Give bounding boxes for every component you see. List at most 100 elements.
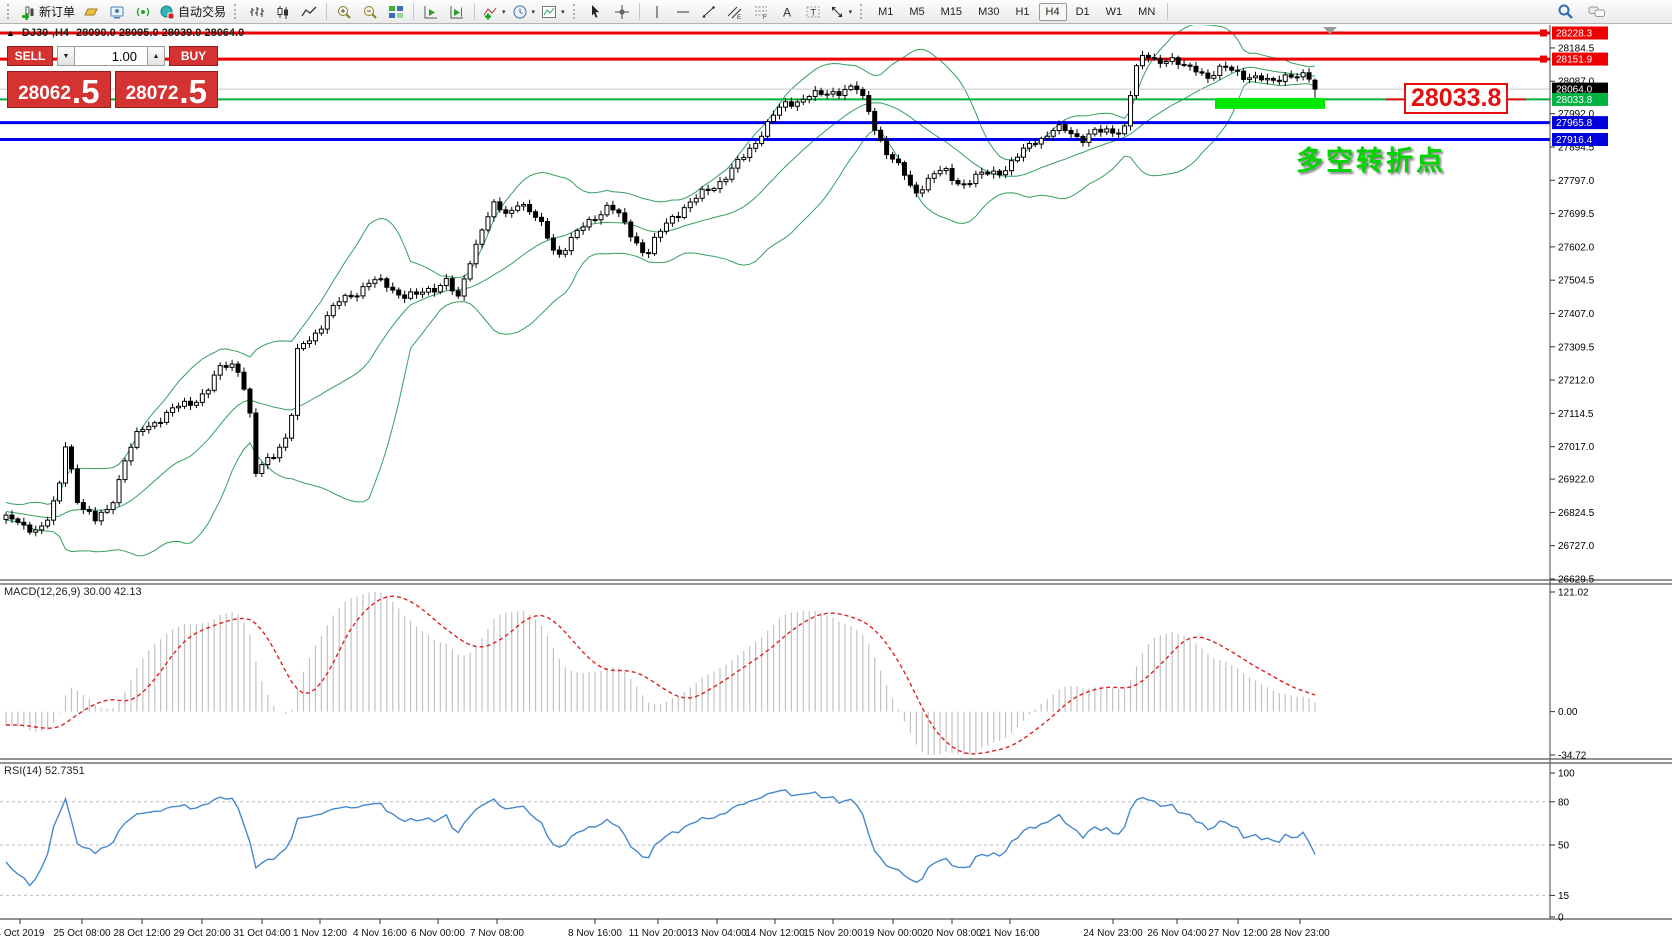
toolbar-separator [1167, 3, 1169, 20]
crosshair-icon [614, 4, 630, 20]
sell-button[interactable]: SELL [7, 46, 53, 66]
price-tick-label: 28087.0 [1558, 77, 1595, 88]
macd-histogram [5, 592, 1316, 755]
rsi-axis-label: 80 [1558, 797, 1570, 808]
auto-scroll-button[interactable] [418, 2, 444, 22]
svg-text:A: A [783, 5, 791, 19]
chart-canvas[interactable]: 28184.5 28087.0 27992.0 27894.5 27797.0 27699… [0, 24, 1672, 946]
time-tick-label: 13 Nov 04:00 [687, 928, 747, 939]
turning-point-note: 多空转折点 [1296, 146, 1446, 176]
sell-price[interactable]: 28062.5 [7, 71, 111, 108]
monitor-icon [109, 4, 125, 20]
volume-stepper: ▼ 1.00 ▲ [57, 46, 165, 66]
chart-shift-button[interactable] [444, 2, 470, 22]
timeframe-m5[interactable]: M5 [909, 5, 925, 18]
autotrading-button[interactable]: 自动交易 [156, 2, 229, 22]
timeframe-m15[interactable]: M15 [940, 5, 963, 18]
indicators-dropdown[interactable]: ▾ [479, 2, 509, 22]
new-order-button[interactable]: 新订单 [17, 2, 78, 22]
timeframe-w1[interactable]: W1 [1105, 5, 1123, 18]
timeframe-mn[interactable]: MN [1138, 5, 1156, 18]
candlestick-mode-button[interactable] [270, 2, 296, 22]
community-button[interactable] [104, 2, 130, 22]
search-button[interactable] [1552, 2, 1578, 22]
cursor-tool-button[interactable] [583, 2, 609, 22]
volume-decrease-button[interactable]: ▼ [57, 46, 75, 66]
timeframe-m1[interactable]: M1 [878, 5, 894, 18]
time-tick-label: 25 Oct 08:00 [53, 928, 111, 939]
crosshair-tool-button[interactable] [609, 2, 635, 22]
support-highlight-zone [1215, 97, 1325, 109]
autotrading-icon [159, 4, 175, 20]
time-tick-label: 31 Oct 04:00 [233, 928, 291, 939]
price-tick-label: 27699.5 [1558, 209, 1595, 220]
price-line-label: 27916.4 [1556, 135, 1593, 146]
bar-chart-mode-button[interactable] [244, 2, 270, 22]
rsi-line [5, 789, 1316, 887]
one-click-collapse-icon[interactable]: ▲ [6, 28, 15, 38]
buy-price-pip: .5 [179, 72, 207, 110]
line-selection-handle [1540, 55, 1547, 63]
signals-button[interactable] [130, 2, 156, 22]
buy-button[interactable]: BUY [169, 46, 218, 66]
horizontal-line-tool[interactable] [670, 2, 696, 22]
periods-dropdown[interactable]: ▾ [509, 2, 539, 22]
buy-price[interactable]: 28072.5 [114, 71, 218, 110]
search-icon [1557, 3, 1574, 20]
toolbar-separator [413, 3, 415, 20]
price-tick-label: 27992.0 [1558, 109, 1595, 120]
zoom-in-button[interactable] [331, 2, 357, 22]
tile-windows-icon [388, 4, 404, 20]
horizontal-line-icon [675, 4, 691, 20]
macd-axis-label: -34.72 [1558, 751, 1587, 762]
bar-chart-icon [249, 4, 265, 20]
timeframe-h1[interactable]: H1 [1015, 5, 1030, 18]
price-line-label-box [1552, 116, 1608, 130]
trendline-icon [701, 4, 717, 20]
price-line-label-box [1552, 133, 1608, 147]
buy-price-main: 28072 [125, 83, 179, 105]
timeframe-h4[interactable]: H4 [1038, 2, 1067, 21]
zoom-out-button[interactable] [357, 2, 383, 22]
arrows-icon [829, 4, 845, 20]
rsi-axis-label: 50 [1558, 841, 1570, 852]
text-label-tool[interactable]: T [800, 2, 826, 22]
sell-price-main: 28062 [18, 83, 71, 105]
fibonacci-tool[interactable]: F [748, 2, 774, 22]
tile-windows-button[interactable] [383, 2, 409, 22]
main-toolbar: 新订单 自动交易 ▾ ▾ ▾ E F A T [0, 0, 1672, 24]
svg-text:F: F [763, 15, 767, 20]
time-tick-label: 1 Nov 12:00 [293, 928, 347, 939]
shapes-dropdown[interactable]: ▾ [826, 2, 856, 22]
chat-button[interactable] [1584, 2, 1610, 22]
macd-axis-label: 121.02 [1558, 588, 1589, 599]
volume-input[interactable]: 1.00 [75, 46, 147, 66]
toolbar-grip [860, 4, 865, 19]
volume-increase-button[interactable]: ▲ [147, 46, 165, 66]
indicators-icon [482, 4, 498, 20]
chart-shift-marker [1323, 27, 1337, 34]
timeframe-d1[interactable]: D1 [1075, 5, 1090, 18]
one-click-trading-panel: SELL ▼ 1.00 ▲ BUY 28062.5 28072.5 [7, 46, 218, 108]
macd-axis-label: 0.00 [1558, 707, 1578, 718]
line-chart-mode-button[interactable] [296, 2, 322, 22]
zoom-in-icon [336, 4, 352, 20]
chevron-down-icon: ▾ [531, 8, 536, 16]
templates-dropdown[interactable]: ▾ [538, 2, 568, 22]
bollinger-upper-band [5, 25, 1316, 506]
rsi-indicator-label: RSI(14) 52.7351 [4, 765, 85, 777]
chart-symbol-period: DJ30-,H4 [21, 27, 69, 39]
price-tick-label: 27114.5 [1558, 409, 1594, 420]
price-callout-box[interactable]: 28033.8 [1404, 83, 1509, 114]
time-tick-label: 21 Nov 16:00 [980, 928, 1040, 939]
price-line-label: 28064.0 [1556, 85, 1593, 96]
vertical-line-tool[interactable] [644, 2, 670, 22]
text-tool[interactable]: A [774, 2, 800, 22]
vertical-line-icon [649, 4, 665, 20]
price-tick-label: 27017.0 [1558, 442, 1595, 453]
price-tick-label: 27407.0 [1558, 309, 1595, 320]
metaeditor-button[interactable] [78, 2, 104, 22]
trendline-tool[interactable] [696, 2, 722, 22]
timeframe-m30[interactable]: M30 [978, 5, 1000, 18]
channel-tool[interactable]: E [722, 2, 748, 22]
